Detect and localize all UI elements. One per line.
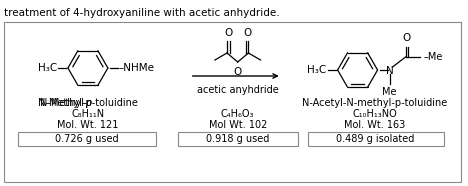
Text: N: N <box>386 66 394 76</box>
Text: C₈H₁₁N: C₈H₁₁N <box>71 109 104 119</box>
Text: N-Methyl-​p​-toluidine: N-Methyl-​p​-toluidine <box>38 98 138 108</box>
Bar <box>307 132 445 146</box>
Bar <box>18 132 156 146</box>
Text: Mol. Wt. 163: Mol. Wt. 163 <box>344 120 405 130</box>
Text: 0.726 g used: 0.726 g used <box>55 134 119 144</box>
Text: Mol Wt. 102: Mol Wt. 102 <box>209 120 267 130</box>
Text: H₃C: H₃C <box>307 65 327 75</box>
Text: 0.489 g isolated: 0.489 g isolated <box>336 134 415 144</box>
Text: C₄H₆O₃: C₄H₆O₃ <box>221 109 255 119</box>
Text: 0.918 g used: 0.918 g used <box>206 134 270 144</box>
Bar <box>178 132 298 146</box>
Text: –Me: –Me <box>424 52 443 62</box>
Text: Me: Me <box>382 87 397 97</box>
Text: Mol. Wt. 121: Mol. Wt. 121 <box>57 120 118 130</box>
Text: acetic anyhdride: acetic anyhdride <box>197 85 278 95</box>
Text: p: p <box>85 98 91 108</box>
Text: treatment of 4-hydroxyaniline with acetic anhydride.: treatment of 4-hydroxyaniline with aceti… <box>4 8 279 18</box>
Text: O: O <box>224 28 232 38</box>
Text: O: O <box>243 28 252 38</box>
Text: H₃C: H₃C <box>38 63 57 73</box>
Text: C₁₀H₁₃NO: C₁₀H₁₃NO <box>352 109 397 119</box>
Text: N-Methyl-: N-Methyl- <box>40 98 88 108</box>
Text: O: O <box>234 67 242 77</box>
Text: N-Acetyl-N-methyl-​p​-toluidine: N-Acetyl-N-methyl-​p​-toluidine <box>302 98 447 108</box>
Text: O: O <box>402 33 410 43</box>
Text: –NHMe: –NHMe <box>119 63 155 73</box>
Bar <box>4 22 461 182</box>
